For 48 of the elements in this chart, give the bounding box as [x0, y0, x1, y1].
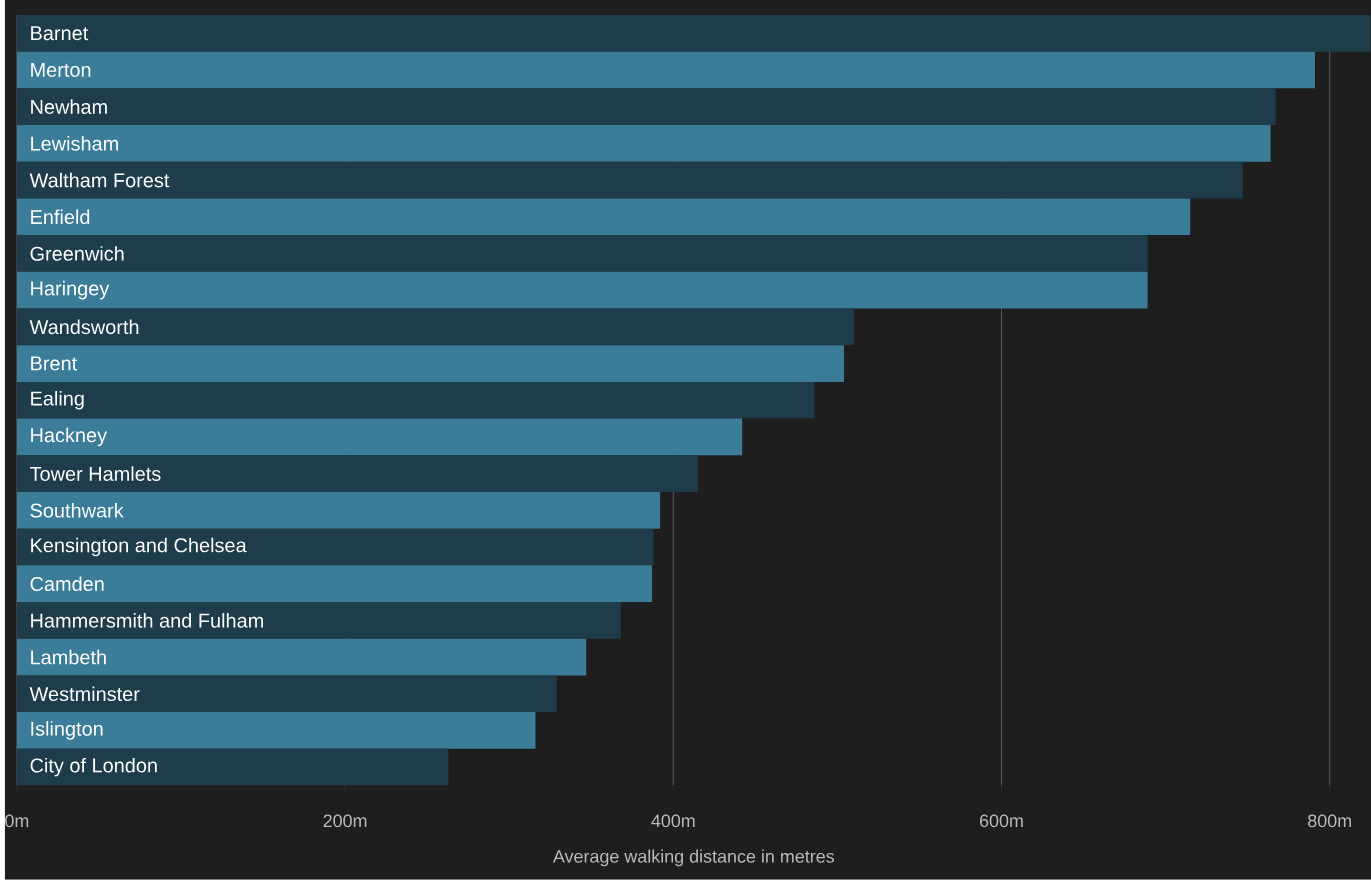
bar — [16, 198, 1191, 236]
y-tick-label: Wandsworth — [29, 319, 139, 335]
bar — [16, 455, 698, 493]
y-tick-label: Lewisham — [31, 136, 118, 151]
bar — [16, 748, 449, 786]
bar — [16, 565, 652, 603]
bar — [16, 235, 1148, 272]
x-tick-label: 0m — [5, 814, 29, 828]
y-tick-label: Barnet — [31, 26, 89, 41]
bar — [16, 602, 621, 639]
y-tick-label: Lambeth — [31, 649, 106, 665]
y-tick-label: Ealing — [31, 391, 84, 410]
y-tick-label: Merton — [31, 63, 91, 78]
bar — [16, 712, 536, 749]
x-tick-label: 800m — [1308, 814, 1351, 828]
x-tick-label: 400m — [651, 814, 695, 828]
bar — [16, 638, 587, 676]
y-tick-label: Camden — [30, 576, 104, 592]
bar — [16, 88, 1276, 126]
bar — [16, 161, 1243, 199]
y-tick-label: Westminster — [29, 686, 140, 702]
y-tick-label: Waltham Forest — [29, 172, 170, 188]
y-tick-label: Kensington and Chelsea — [31, 537, 247, 557]
y-tick-label: Tower Hamlets — [29, 466, 161, 482]
bar — [16, 125, 1271, 162]
bar — [16, 51, 1315, 89]
bar — [16, 528, 654, 566]
bar — [16, 492, 661, 529]
bar — [16, 15, 1371, 52]
x-axis-title: Average walking distance in metres — [552, 849, 834, 867]
bar — [16, 308, 854, 346]
y-tick-label: Haringey — [31, 280, 110, 300]
y-tick-label: Newham — [31, 99, 107, 115]
y-tick-label: Islington — [31, 721, 103, 740]
y-tick-label: Brent — [31, 356, 78, 371]
y-tick-label: Hackney — [31, 427, 108, 447]
x-tick-label: 600m — [979, 814, 1023, 828]
y-tick-label: Enfield — [31, 209, 90, 225]
y-tick-label: Southwark — [30, 503, 124, 518]
y-tick-label: Hammersmith and Fulham — [31, 613, 263, 628]
bar — [16, 675, 557, 713]
y-tick-label: City of London — [30, 757, 157, 777]
bar — [16, 271, 1148, 309]
bar — [16, 381, 815, 419]
x-tick-label: 200m — [323, 814, 367, 828]
bar — [16, 345, 844, 382]
y-tick-label: Greenwich — [30, 246, 124, 261]
bar — [16, 418, 743, 456]
